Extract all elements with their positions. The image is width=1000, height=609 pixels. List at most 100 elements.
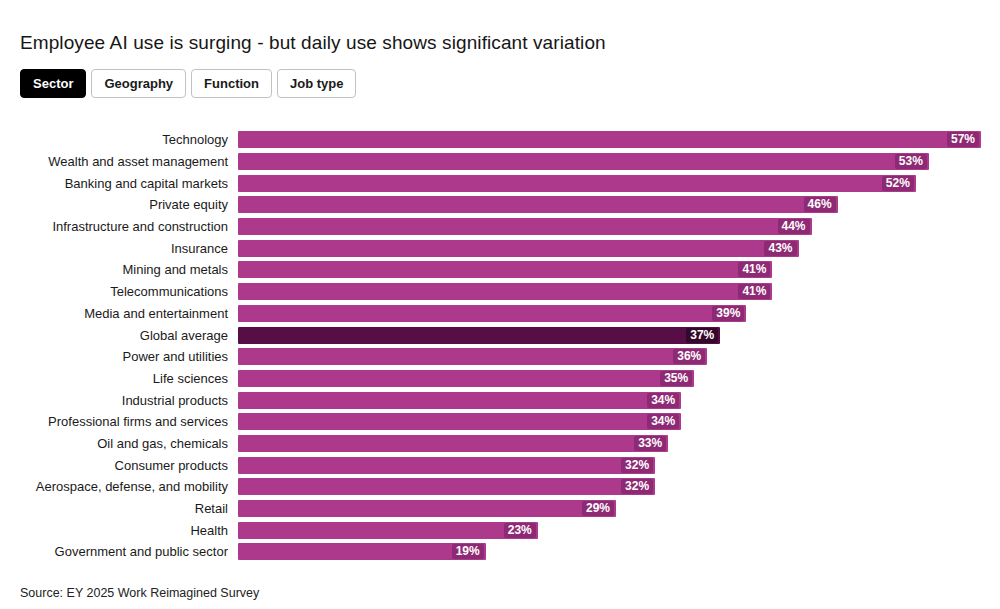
bar-track: 41% <box>238 283 981 300</box>
bar-track: 44% <box>238 218 981 235</box>
bar[interactable]: 46% <box>238 196 838 213</box>
category-label: Consumer products <box>20 458 238 473</box>
value-label: 53% <box>895 154 927 169</box>
bar[interactable]: 32% <box>238 457 655 474</box>
bar[interactable]: 34% <box>238 392 681 409</box>
bar-chart: Technology 57% Wealth and asset manageme… <box>20 129 981 563</box>
tab-job-type[interactable]: Job type <box>277 69 356 98</box>
table-row: Consumer products 32% <box>20 454 981 476</box>
bar-track: 53% <box>238 153 981 170</box>
bar[interactable]: 29% <box>238 500 616 517</box>
value-label: 52% <box>882 176 914 191</box>
value-label: 34% <box>647 414 679 429</box>
table-row: Life sciences 35% <box>20 368 981 390</box>
table-row: Technology 57% <box>20 129 981 151</box>
value-label: 29% <box>582 501 614 516</box>
bar-track: 52% <box>238 175 981 192</box>
category-label: Professional firms and services <box>20 414 238 429</box>
bar[interactable]: 36% <box>238 348 707 365</box>
category-label: Health <box>20 523 238 538</box>
bar-track: 34% <box>238 413 981 430</box>
tab-sector[interactable]: Sector <box>20 69 86 98</box>
category-label: Media and entertainment <box>20 306 238 321</box>
category-label: Technology <box>20 132 238 147</box>
chart-card: Employee AI use is surging - but daily u… <box>0 0 1000 600</box>
bar-track: 43% <box>238 240 981 257</box>
bar[interactable]: 44% <box>238 218 812 235</box>
table-row: Private equity 46% <box>20 194 981 216</box>
bar-track: 32% <box>238 457 981 474</box>
category-label: Infrastructure and construction <box>20 219 238 234</box>
bar-track: 23% <box>238 522 981 539</box>
bar[interactable]: 52% <box>238 175 916 192</box>
value-label: 32% <box>621 479 653 494</box>
category-label: Telecommunications <box>20 284 238 299</box>
category-label: Global average <box>20 328 238 343</box>
table-row: Professional firms and services 34% <box>20 411 981 433</box>
bar-track: 33% <box>238 435 981 452</box>
bar-track: 19% <box>238 543 981 560</box>
table-row: Banking and capital markets 52% <box>20 172 981 194</box>
value-label: 41% <box>738 284 770 299</box>
bar-track: 41% <box>238 261 981 278</box>
category-label: Mining and metals <box>20 262 238 277</box>
page-title: Employee AI use is surging - but daily u… <box>20 30 981 55</box>
table-row: Wealth and asset management 53% <box>20 151 981 173</box>
value-label: 44% <box>778 219 810 234</box>
category-label: Aerospace, defense, and mobility <box>20 479 238 494</box>
value-label: 43% <box>764 241 796 256</box>
tab-function[interactable]: Function <box>191 69 272 98</box>
table-row: Power and utilities 36% <box>20 346 981 368</box>
bar-track: 36% <box>238 348 981 365</box>
table-row: Mining and metals 41% <box>20 259 981 281</box>
tab-bar: Sector Geography Function Job type <box>20 69 981 98</box>
source-note: Source: EY 2025 Work Reimagined Survey <box>20 586 981 600</box>
category-label: Industrial products <box>20 393 238 408</box>
bar[interactable]: 57% <box>238 131 981 148</box>
bar-track: 39% <box>238 305 981 322</box>
bar[interactable]: 41% <box>238 283 772 300</box>
bar-track: 32% <box>238 478 981 495</box>
table-row: Media and entertainment 39% <box>20 303 981 325</box>
value-label: 41% <box>738 262 770 277</box>
table-row: Insurance 43% <box>20 237 981 259</box>
bar-track: 46% <box>238 196 981 213</box>
table-row: Global average 37% <box>20 324 981 346</box>
table-row: Infrastructure and construction 44% <box>20 216 981 238</box>
bar[interactable]: 33% <box>238 435 668 452</box>
bar[interactable]: 19% <box>238 543 486 560</box>
bar-track: 37% <box>238 327 981 344</box>
category-label: Retail <box>20 501 238 516</box>
bar[interactable]: 37% <box>238 327 720 344</box>
value-label: 19% <box>452 544 484 559</box>
table-row: Oil and gas, chemicals 33% <box>20 433 981 455</box>
category-label: Life sciences <box>20 371 238 386</box>
bar[interactable]: 35% <box>238 370 694 387</box>
value-label: 37% <box>686 328 718 343</box>
category-label: Oil and gas, chemicals <box>20 436 238 451</box>
bar-track: 57% <box>238 131 981 148</box>
bar[interactable]: 32% <box>238 478 655 495</box>
category-label: Power and utilities <box>20 349 238 364</box>
category-label: Insurance <box>20 241 238 256</box>
category-label: Government and public sector <box>20 544 238 559</box>
bar[interactable]: 34% <box>238 413 681 430</box>
bar[interactable]: 53% <box>238 153 929 170</box>
table-row: Health 23% <box>20 519 981 541</box>
bar[interactable]: 39% <box>238 305 746 322</box>
bar-track: 35% <box>238 370 981 387</box>
table-row: Telecommunications 41% <box>20 281 981 303</box>
value-label: 33% <box>634 436 666 451</box>
table-row: Industrial products 34% <box>20 389 981 411</box>
bar[interactable]: 41% <box>238 261 772 278</box>
tab-geography[interactable]: Geography <box>91 69 186 98</box>
value-label: 35% <box>660 371 692 386</box>
category-label: Private equity <box>20 197 238 212</box>
value-label: 23% <box>504 523 536 538</box>
value-label: 36% <box>673 349 705 364</box>
value-label: 34% <box>647 393 679 408</box>
value-label: 57% <box>947 132 979 147</box>
bar[interactable]: 43% <box>238 240 799 257</box>
category-label: Banking and capital markets <box>20 176 238 191</box>
bar[interactable]: 23% <box>238 522 538 539</box>
